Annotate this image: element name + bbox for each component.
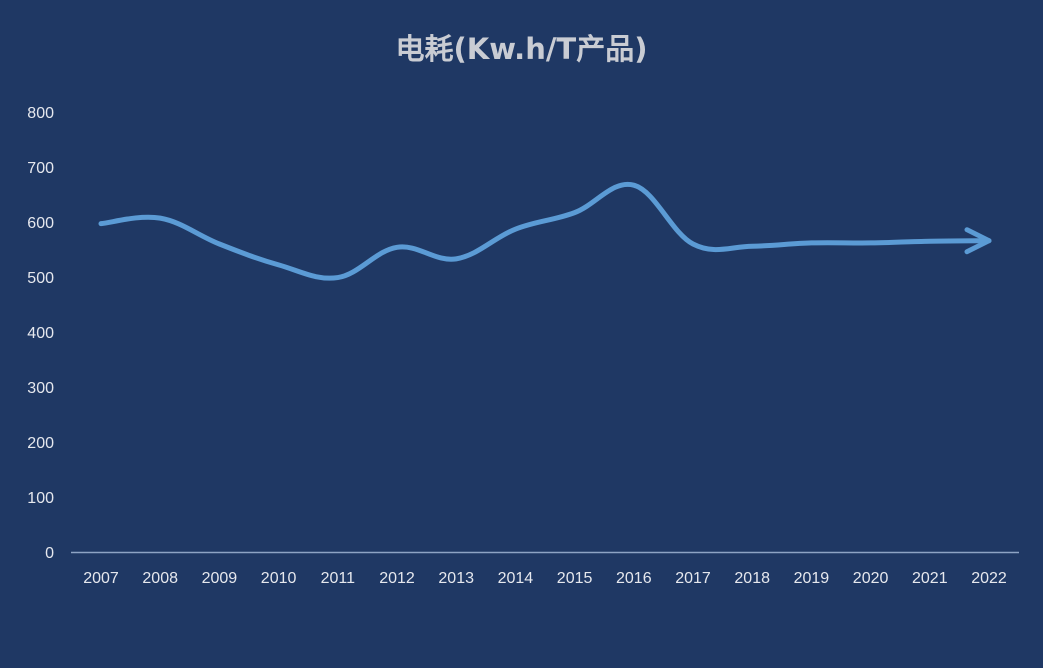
line-end-arrow-icon (964, 227, 992, 255)
x-tick-label: 2010 (261, 570, 297, 587)
y-tick-label: 500 (27, 270, 54, 287)
x-tick-label: 2022 (971, 570, 1007, 587)
chart-title: 电耗(Kw.h/T产品) (395, 32, 648, 66)
y-tick-label: 600 (27, 215, 54, 232)
x-tick-label: 2018 (734, 570, 770, 587)
x-tick-label: 2016 (616, 570, 652, 587)
y-tick-label: 400 (27, 325, 54, 342)
y-tick-label: 200 (27, 435, 54, 452)
y-tick-label: 800 (27, 105, 54, 122)
x-tick-label: 2007 (83, 570, 119, 587)
x-tick-label: 2009 (202, 570, 238, 587)
x-tick-label: 2011 (321, 570, 356, 587)
y-tick-label: 300 (27, 380, 54, 397)
x-tick-label: 2014 (498, 570, 534, 587)
x-tick-label: 2019 (794, 570, 830, 587)
y-tick-label: 0 (45, 545, 54, 562)
y-tick-label: 100 (27, 490, 54, 507)
x-tick-label: 2008 (142, 570, 178, 587)
x-tick-label: 2020 (853, 570, 889, 587)
x-tick-label: 2021 (912, 570, 948, 587)
series-line (98, 181, 992, 281)
x-tick-label: 2015 (557, 570, 593, 587)
x-tick-label: 2017 (675, 570, 711, 587)
x-tick-label: 2012 (379, 570, 415, 587)
x-tick-label: 2013 (438, 570, 474, 587)
y-tick-label: 700 (27, 160, 54, 177)
